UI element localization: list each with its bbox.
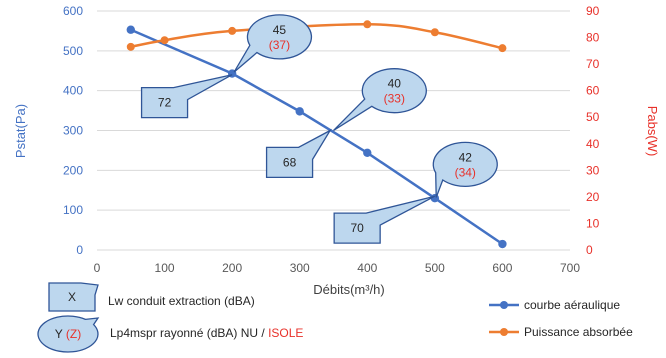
key-oval-text-highlight: ISOLE bbox=[268, 326, 303, 340]
y-right-tick-label: 40 bbox=[586, 137, 600, 151]
point-puissance bbox=[160, 36, 169, 45]
callout-value: 42 bbox=[459, 150, 473, 164]
legend-label: courbe aéraulique bbox=[524, 298, 620, 312]
x-tick-label: 300 bbox=[290, 261, 310, 275]
key-oval-text-main: Lp4mspr rayonné (dBA) NU / bbox=[110, 326, 268, 340]
key-rect-text: Lw conduit extraction (dBA) bbox=[108, 294, 255, 308]
callout-value: 70 bbox=[350, 221, 364, 235]
callout-value: X bbox=[68, 290, 76, 304]
legend-swatch-marker bbox=[500, 301, 508, 309]
series-line-puissance bbox=[130, 23, 503, 50]
callout-rect-68: 68 bbox=[265, 128, 332, 179]
key-oval-paren: (Z) bbox=[66, 327, 81, 341]
y-left-tick-label: 0 bbox=[76, 243, 83, 257]
series-line-courbe bbox=[130, 28, 504, 246]
y-right-tick-label: 50 bbox=[586, 110, 600, 124]
callout-value: 68 bbox=[283, 155, 297, 169]
y-right-tick-label: 70 bbox=[586, 57, 600, 71]
point-courbe bbox=[126, 25, 135, 34]
x-tick-label: 600 bbox=[492, 261, 512, 275]
y-right-tick-label: 30 bbox=[586, 163, 600, 177]
callout-secondary-value: (37) bbox=[269, 38, 290, 52]
x-tick-label: 400 bbox=[357, 261, 377, 275]
legend: courbe aéraulique Puissance absorbée bbox=[489, 298, 633, 339]
point-courbe bbox=[498, 239, 507, 249]
legend-label: Puissance absorbée bbox=[524, 325, 633, 339]
y-left-tick-label: 200 bbox=[63, 163, 83, 177]
x-axis-title: Débits(m³/h) bbox=[313, 282, 385, 297]
callout-rect-70: 70 bbox=[333, 195, 436, 244]
key-oval-sample: Y (Z) bbox=[37, 315, 100, 353]
callout-box bbox=[140, 74, 233, 119]
callout-oval-45: 45(37) bbox=[233, 14, 313, 73]
point-puissance bbox=[363, 20, 372, 29]
point-courbe bbox=[295, 107, 304, 116]
x-tick-label: 500 bbox=[425, 261, 445, 275]
callout-bubble bbox=[432, 141, 498, 198]
x-tick-label: 700 bbox=[560, 261, 580, 275]
callout-box bbox=[333, 195, 436, 244]
legend-item-courbe: courbe aéraulique bbox=[489, 298, 620, 312]
x-tick-label: 100 bbox=[155, 261, 175, 275]
y-axis-right-title: Pabs(W) bbox=[645, 106, 660, 157]
x-tick-label: 200 bbox=[222, 261, 242, 275]
legend-item-puissance: Puissance absorbée bbox=[489, 325, 633, 339]
callout-bubble bbox=[37, 315, 100, 353]
annotation-key: X Lw conduit extraction (dBA) Y (Z) Lp4mspr… bbox=[37, 282, 303, 353]
key-rect-sample: X bbox=[48, 282, 99, 312]
point-puissance bbox=[430, 28, 439, 37]
callout-value: 40 bbox=[388, 77, 402, 91]
point-puissance bbox=[228, 26, 237, 35]
callout-bubble bbox=[333, 68, 427, 132]
callout-value: 45 bbox=[273, 23, 287, 37]
y-left-tick-label: 300 bbox=[63, 124, 83, 138]
callout-rect-72: 72 bbox=[140, 74, 233, 119]
tick-labels: 0 100 200 300 400 500 600 0 10 20 30 40 50 60 70 80 90 0 1… bbox=[63, 4, 600, 275]
y-right-tick-label: 60 bbox=[586, 84, 600, 98]
callout-box bbox=[48, 282, 99, 312]
y-right-tick-label: 80 bbox=[586, 31, 600, 45]
series-layer bbox=[126, 20, 507, 249]
x-tick-label: 0 bbox=[94, 261, 101, 275]
key-oval-label: Y (Z) bbox=[55, 327, 81, 341]
callout-oval-42: 42(34) bbox=[432, 141, 498, 198]
callout-value: 72 bbox=[158, 96, 172, 110]
point-courbe bbox=[363, 148, 372, 158]
y-axis-left-title: Pstat(Pa) bbox=[13, 104, 28, 158]
y-left-tick-label: 100 bbox=[63, 203, 83, 217]
callout-bubble bbox=[233, 14, 313, 73]
legend-swatch-marker bbox=[500, 328, 508, 336]
key-oval-main: Y bbox=[55, 327, 66, 341]
key-oval-text: Lp4mspr rayonné (dBA) NU / ISOLE bbox=[110, 326, 303, 340]
y-left-tick-label: 600 bbox=[63, 4, 83, 18]
callout-secondary-value: (33) bbox=[384, 92, 405, 106]
point-puissance bbox=[126, 42, 135, 51]
callout-oval-40: 40(33) bbox=[333, 68, 427, 132]
point-puissance bbox=[498, 44, 507, 53]
y-left-tick-label: 400 bbox=[63, 84, 83, 98]
callout-box bbox=[265, 128, 332, 179]
y-right-tick-label: 90 bbox=[586, 4, 600, 18]
y-right-tick-label: 0 bbox=[586, 243, 593, 257]
y-left-tick-label: 500 bbox=[63, 44, 83, 58]
y-right-tick-label: 20 bbox=[586, 190, 600, 204]
callout-secondary-value: (34) bbox=[455, 165, 476, 179]
y-right-tick-label: 10 bbox=[586, 216, 600, 230]
